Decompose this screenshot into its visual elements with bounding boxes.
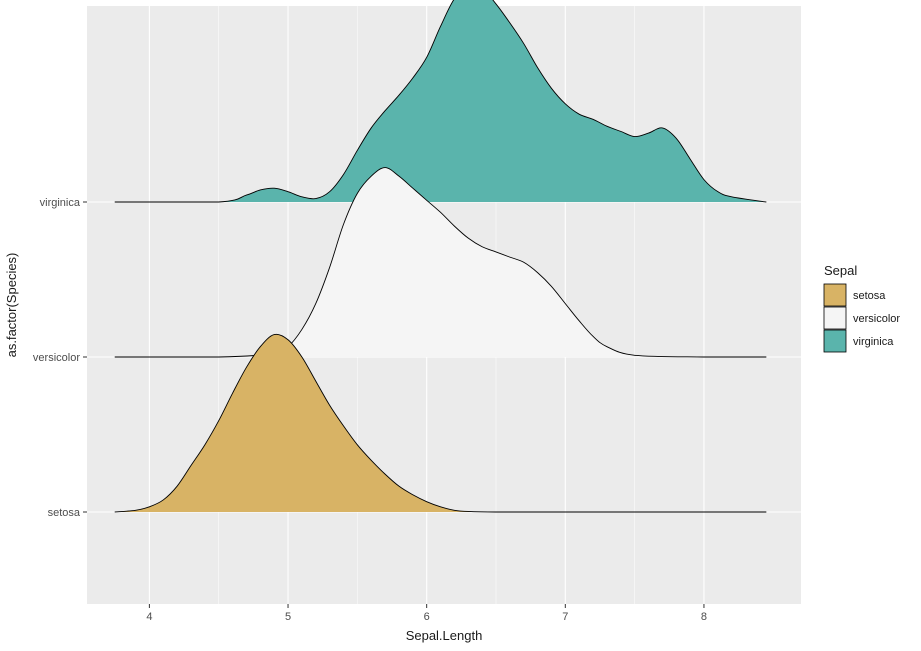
legend-label-versicolor: versicolor [853, 313, 900, 325]
y-axis: setosa versicolor virginica [33, 197, 87, 519]
ridge-line-versicolor [114, 167, 767, 358]
y-tick-label: virginica [40, 197, 81, 209]
legend-key-setosa [823, 283, 847, 307]
legend: Sepal setosa versicolor virginica [823, 263, 900, 353]
ridge-fill-setosa [114, 334, 767, 512]
density-ridges [114, 0, 767, 513]
legend-label-setosa: setosa [853, 290, 886, 302]
y-axis-title: as.factor(Species) [4, 253, 19, 358]
ridge-fill-virginica [114, 0, 767, 202]
x-axis: 4 5 6 7 8 [146, 604, 707, 623]
legend-title: Sepal [824, 263, 857, 278]
x-axis-title: Sepal.Length [406, 628, 483, 643]
x-tick-label: 7 [562, 611, 568, 623]
x-tick-label: 4 [146, 611, 152, 623]
legend-label-virginica: virginica [853, 336, 894, 348]
x-tick-label: 6 [424, 611, 430, 623]
ridge-line-setosa [114, 333, 767, 513]
y-tick-label: setosa [48, 507, 81, 519]
ridge-line-virginica [114, 0, 767, 203]
legend-key-versicolor [823, 306, 847, 330]
legend-key-virginica [823, 329, 847, 353]
y-tick-label: versicolor [33, 352, 80, 364]
ridge-fill-versicolor [114, 167, 767, 357]
x-tick-label: 8 [701, 611, 707, 623]
x-tick-label: 5 [285, 611, 291, 623]
